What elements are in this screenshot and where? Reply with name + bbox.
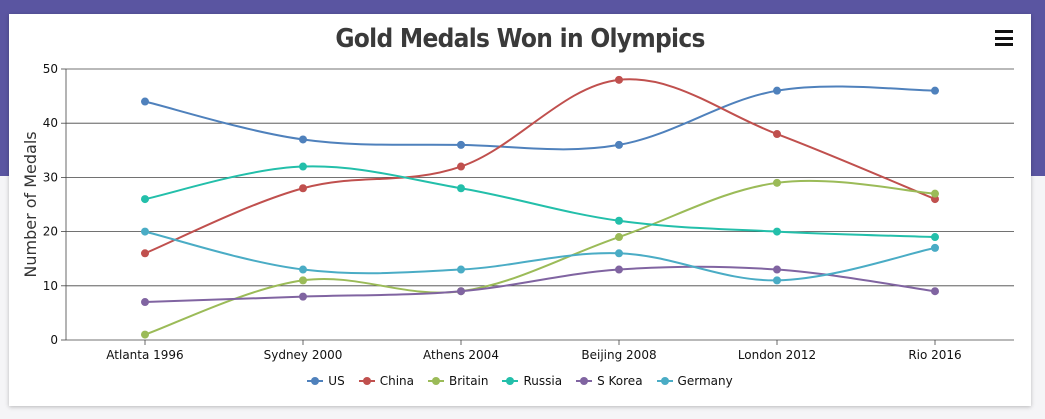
chart-legend: US China Britain Russia S Korea Germany (9, 374, 1031, 388)
data-point (299, 162, 307, 171)
legend-marker (502, 376, 519, 386)
data-point (773, 130, 781, 139)
legend-item[interactable]: Russia (502, 374, 562, 388)
data-point (773, 227, 781, 236)
legend-label: S Korea (597, 374, 643, 388)
series-line (144, 230, 936, 282)
data-point (773, 265, 781, 274)
series-line (144, 85, 936, 151)
data-point (615, 140, 623, 149)
legend-label: Germany (677, 374, 733, 388)
legend-marker (576, 376, 593, 386)
data-point (141, 97, 149, 106)
data-point (299, 184, 307, 193)
series-line (144, 179, 936, 336)
data-point (457, 265, 465, 274)
chart-container: Gold Medals Won in Olympics 0 10 20 30 40 50 A… (9, 14, 1031, 406)
x-tick-label: Sydney 2000 (264, 348, 343, 362)
legend-marker (307, 376, 324, 386)
series-line (144, 78, 936, 255)
y-tick-label: 50 (43, 62, 58, 76)
data-point (141, 195, 149, 204)
data-point (931, 233, 939, 242)
series-line (144, 265, 936, 304)
x-tick-label: Atlanta 1996 (106, 348, 183, 362)
data-point (299, 276, 307, 285)
legend-label: Russia (523, 374, 563, 388)
data-point (773, 276, 781, 285)
data-point (141, 298, 149, 307)
data-point (299, 135, 307, 144)
data-point (141, 227, 149, 236)
legend-marker (656, 376, 673, 386)
series-line (144, 165, 936, 239)
data-point (615, 265, 623, 274)
data-point (931, 287, 939, 296)
legend-label: US (328, 374, 345, 388)
x-tick-label: London 2012 (738, 348, 816, 362)
y-tick-label: 0 (50, 333, 58, 347)
y-tick-label: 20 (43, 225, 58, 239)
chart-menu-icon[interactable] (995, 30, 1013, 46)
legend-item[interactable]: US (307, 374, 345, 388)
legend-item[interactable]: S Korea (576, 374, 643, 388)
x-tick-label: Athens 2004 (423, 348, 499, 362)
legend-label: Britain (448, 374, 489, 388)
data-point (615, 216, 623, 225)
data-point (931, 189, 939, 198)
data-point (615, 75, 623, 84)
legend-label: China (379, 374, 414, 388)
legend-marker (358, 376, 375, 386)
chart-title: Gold Medals Won in Olympics (335, 24, 705, 54)
x-tick-label: Beijing 2008 (581, 348, 656, 362)
legend-item[interactable]: Britain (427, 374, 489, 388)
x-tick-label: Rio 2016 (908, 348, 961, 362)
y-tick-label: 10 (43, 279, 58, 293)
chart-plot-area: 0 10 20 30 40 50 Atlanta 1996 Sydney 2000 Athens… (21, 62, 1014, 362)
data-point (931, 243, 939, 252)
data-point (457, 140, 465, 149)
legend-item[interactable]: Germany (656, 374, 733, 388)
data-point (141, 249, 149, 258)
y-axis-label: Number of Medals (21, 131, 40, 277)
data-point (615, 249, 623, 258)
data-point (457, 184, 465, 193)
y-tick-label: 40 (43, 116, 58, 130)
data-point (457, 162, 465, 171)
data-point (773, 86, 781, 95)
legend-marker (427, 376, 444, 386)
data-point (141, 330, 149, 339)
data-point (931, 86, 939, 95)
data-point (299, 292, 307, 301)
legend-item[interactable]: China (358, 374, 414, 388)
data-point (615, 233, 623, 242)
data-point (773, 178, 781, 187)
y-tick-label: 30 (43, 170, 58, 184)
data-point (299, 265, 307, 274)
data-point (457, 287, 465, 296)
